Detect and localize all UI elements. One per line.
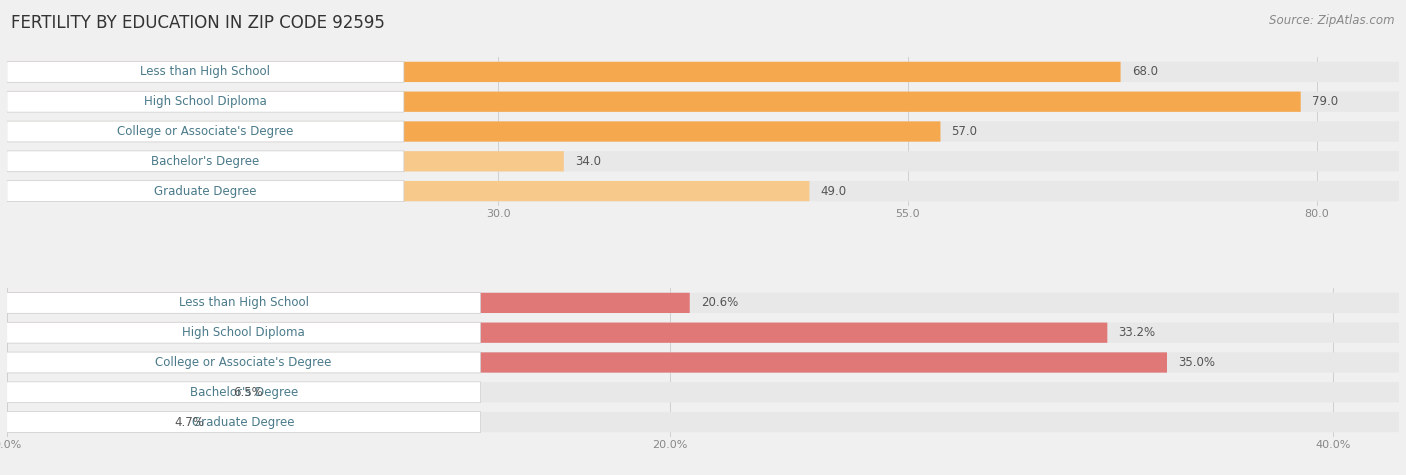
Text: 4.7%: 4.7%: [174, 416, 204, 428]
FancyBboxPatch shape: [7, 151, 404, 172]
Text: Graduate Degree: Graduate Degree: [193, 416, 295, 428]
Text: Graduate Degree: Graduate Degree: [155, 185, 257, 198]
Text: 34.0: 34.0: [575, 155, 600, 168]
Text: College or Associate's Degree: College or Associate's Degree: [156, 356, 332, 369]
FancyBboxPatch shape: [7, 412, 1399, 432]
FancyBboxPatch shape: [7, 181, 1399, 201]
Text: 79.0: 79.0: [1312, 95, 1339, 108]
Text: College or Associate's Degree: College or Associate's Degree: [117, 125, 294, 138]
FancyBboxPatch shape: [7, 352, 481, 373]
FancyBboxPatch shape: [7, 293, 481, 314]
FancyBboxPatch shape: [7, 121, 404, 142]
FancyBboxPatch shape: [7, 323, 1108, 343]
FancyBboxPatch shape: [7, 122, 1399, 142]
Text: High School Diploma: High School Diploma: [183, 326, 305, 339]
Text: High School Diploma: High School Diploma: [143, 95, 267, 108]
Text: 49.0: 49.0: [821, 185, 846, 198]
Text: FERTILITY BY EDUCATION IN ZIP CODE 92595: FERTILITY BY EDUCATION IN ZIP CODE 92595: [11, 14, 385, 32]
FancyBboxPatch shape: [7, 181, 810, 201]
FancyBboxPatch shape: [7, 412, 481, 433]
Text: Source: ZipAtlas.com: Source: ZipAtlas.com: [1270, 14, 1395, 27]
FancyBboxPatch shape: [7, 151, 564, 171]
FancyBboxPatch shape: [7, 92, 1399, 112]
FancyBboxPatch shape: [7, 293, 1399, 313]
FancyBboxPatch shape: [7, 382, 222, 402]
FancyBboxPatch shape: [7, 62, 1121, 82]
FancyBboxPatch shape: [7, 412, 163, 432]
FancyBboxPatch shape: [7, 293, 690, 313]
Text: Less than High School: Less than High School: [179, 296, 309, 309]
FancyBboxPatch shape: [7, 323, 1399, 343]
Text: 68.0: 68.0: [1132, 66, 1157, 78]
Text: 35.0%: 35.0%: [1178, 356, 1215, 369]
Text: 57.0: 57.0: [952, 125, 977, 138]
FancyBboxPatch shape: [7, 91, 404, 112]
Text: Bachelor's Degree: Bachelor's Degree: [190, 386, 298, 399]
FancyBboxPatch shape: [7, 92, 1301, 112]
FancyBboxPatch shape: [7, 61, 404, 82]
FancyBboxPatch shape: [7, 122, 941, 142]
Text: 6.5%: 6.5%: [233, 386, 263, 399]
FancyBboxPatch shape: [7, 180, 404, 201]
Text: 20.6%: 20.6%: [700, 296, 738, 309]
FancyBboxPatch shape: [7, 62, 1399, 82]
Text: Less than High School: Less than High School: [141, 66, 270, 78]
Text: 33.2%: 33.2%: [1118, 326, 1156, 339]
FancyBboxPatch shape: [7, 352, 1167, 372]
FancyBboxPatch shape: [7, 352, 1399, 372]
FancyBboxPatch shape: [7, 322, 481, 343]
Text: Bachelor's Degree: Bachelor's Degree: [152, 155, 260, 168]
FancyBboxPatch shape: [7, 151, 1399, 171]
FancyBboxPatch shape: [7, 382, 481, 403]
FancyBboxPatch shape: [7, 382, 1399, 402]
